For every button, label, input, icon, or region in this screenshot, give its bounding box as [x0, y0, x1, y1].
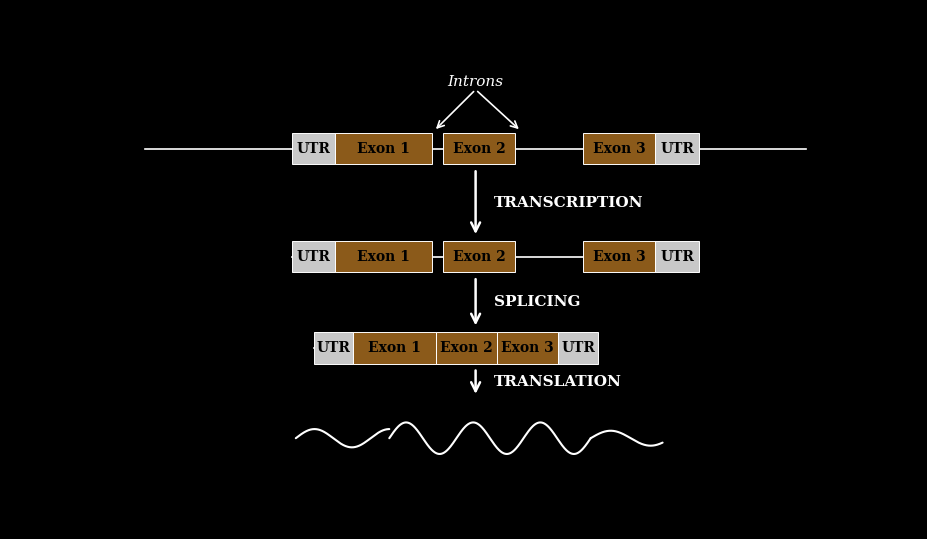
FancyBboxPatch shape	[583, 133, 654, 164]
FancyBboxPatch shape	[353, 333, 436, 363]
Text: Exon 3: Exon 3	[592, 142, 645, 156]
Text: Exon 2: Exon 2	[439, 341, 492, 355]
FancyBboxPatch shape	[313, 333, 353, 363]
FancyBboxPatch shape	[443, 241, 514, 272]
Text: Exon 2: Exon 2	[452, 142, 505, 156]
Text: Exon 1: Exon 1	[357, 250, 410, 264]
Text: UTR: UTR	[561, 341, 594, 355]
FancyBboxPatch shape	[335, 133, 432, 164]
Text: UTR: UTR	[659, 250, 693, 264]
Text: Exon 2: Exon 2	[452, 250, 505, 264]
Text: TRANSLATION: TRANSLATION	[493, 375, 621, 389]
Text: TRANSCRIPTION: TRANSCRIPTION	[493, 196, 642, 210]
Text: Exon 1: Exon 1	[357, 142, 410, 156]
FancyBboxPatch shape	[443, 133, 514, 164]
FancyBboxPatch shape	[292, 241, 335, 272]
FancyBboxPatch shape	[335, 241, 432, 272]
Text: Exon 3: Exon 3	[501, 341, 553, 355]
FancyBboxPatch shape	[654, 133, 698, 164]
FancyBboxPatch shape	[558, 333, 597, 363]
Text: Exon 3: Exon 3	[592, 250, 645, 264]
FancyBboxPatch shape	[654, 241, 698, 272]
Text: UTR: UTR	[316, 341, 350, 355]
FancyBboxPatch shape	[583, 241, 654, 272]
FancyBboxPatch shape	[497, 333, 558, 363]
Text: UTR: UTR	[659, 142, 693, 156]
Text: UTR: UTR	[297, 250, 330, 264]
Text: Introns: Introns	[447, 75, 503, 89]
Text: SPLICING: SPLICING	[493, 295, 579, 309]
Text: Exon 1: Exon 1	[368, 341, 421, 355]
Text: UTR: UTR	[297, 142, 330, 156]
FancyBboxPatch shape	[436, 333, 497, 363]
FancyBboxPatch shape	[292, 133, 335, 164]
